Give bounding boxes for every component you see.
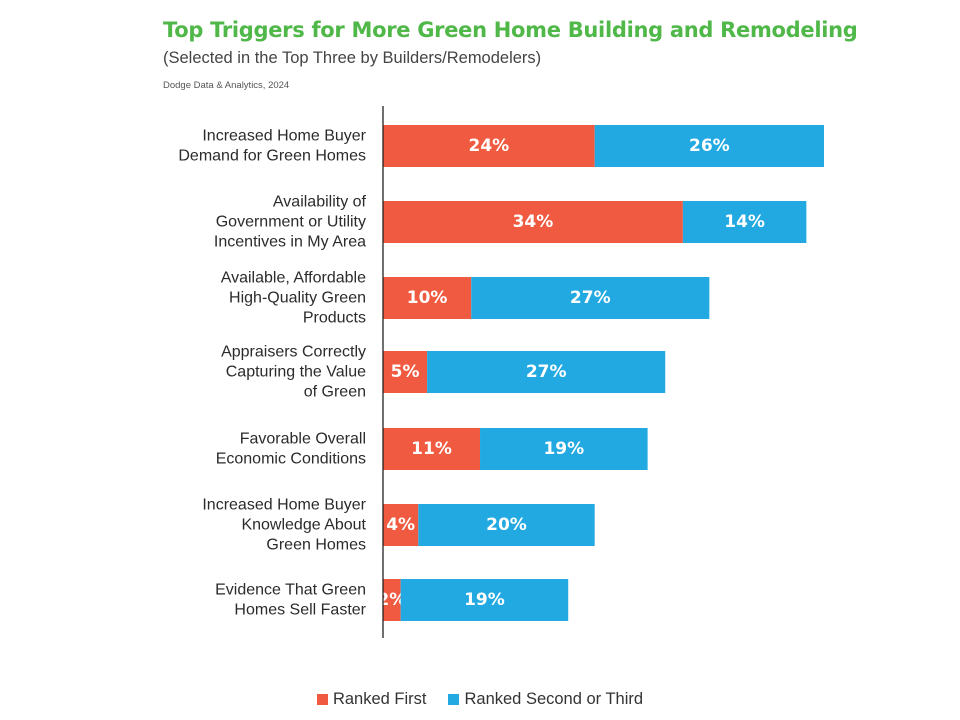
bar-ranked-second-third [418, 504, 595, 546]
category-label: Increased Home Buyer Knowledge About Green… [202, 497, 366, 554]
category-label: Availability of Government or Utility Ince… [214, 194, 367, 251]
category-label: Available, Affordable High-Quality Green P… [221, 270, 366, 327]
chart-subtitle: (Selected in the Top Three by Builders/R… [163, 49, 542, 67]
data-label-ranked-first: 4% [386, 515, 415, 535]
bar-ranked-second-third [682, 201, 807, 243]
bar-ranked-first [383, 125, 595, 167]
legend-item-ranked-first: Ranked First [316, 690, 427, 709]
legend-label-ranked-second-third: Ranked Second or Third [464, 690, 644, 708]
category-label: Favorable Overall Economic Conditions [216, 431, 366, 468]
data-label-ranked-first: 24% [468, 136, 509, 156]
data-label-ranked-second-third: 14% [724, 212, 765, 232]
data-label-ranked-first: 34% [513, 212, 554, 232]
data-label-ranked-first: 10% [407, 288, 448, 308]
bar-ranked-first [383, 504, 419, 546]
bar-ranked-second-third [480, 428, 648, 470]
data-label-ranked-second-third: 26% [689, 136, 730, 156]
chart-source: Dodge Data & Analytics, 2024 [163, 80, 290, 91]
bar-ranked-second-third [400, 579, 569, 621]
chart-legend: Ranked First Ranked Second or Third [0, 690, 960, 709]
category-label: Appraisers Correctly Capturing the Value o… [221, 344, 366, 401]
data-label-ranked-second-third: 19% [543, 439, 584, 459]
bar-ranked-first [383, 579, 401, 621]
legend-item-ranked-second-third: Ranked Second or Third [448, 690, 643, 709]
stacked-bar-chart: Increased Home Buyer Demand for Green Hom… [178, 106, 824, 638]
data-label-ranked-second-third: 27% [570, 288, 611, 308]
data-label-ranked-first: 2% [377, 590, 406, 610]
data-label-ranked-second-third: 27% [526, 362, 567, 382]
legend-swatch-ranked-first [316, 694, 328, 705]
bar-ranked-first [383, 428, 481, 470]
category-label: Increased Home Buyer Demand for Green Hom… [178, 128, 366, 165]
legend-swatch-ranked-second-third [448, 694, 460, 705]
legend-label-ranked-first: Ranked First [332, 690, 427, 708]
bar-ranked-second-third [471, 277, 710, 319]
data-label-ranked-second-third: 19% [464, 590, 505, 610]
bar-ranked-first [383, 277, 472, 319]
bar-ranked-second-third [594, 125, 824, 167]
data-label-ranked-first: 11% [411, 439, 452, 459]
bar-ranked-first [383, 351, 428, 393]
data-label-ranked-second-third: 20% [486, 515, 527, 535]
data-label-ranked-first: 5% [391, 362, 420, 382]
bar-ranked-first [383, 201, 683, 243]
chart-title: Top Triggers for More Green Home Buildin… [163, 18, 858, 42]
bar-ranked-second-third [427, 351, 666, 393]
category-label: Evidence That Green Homes Sell Faster [215, 582, 367, 619]
